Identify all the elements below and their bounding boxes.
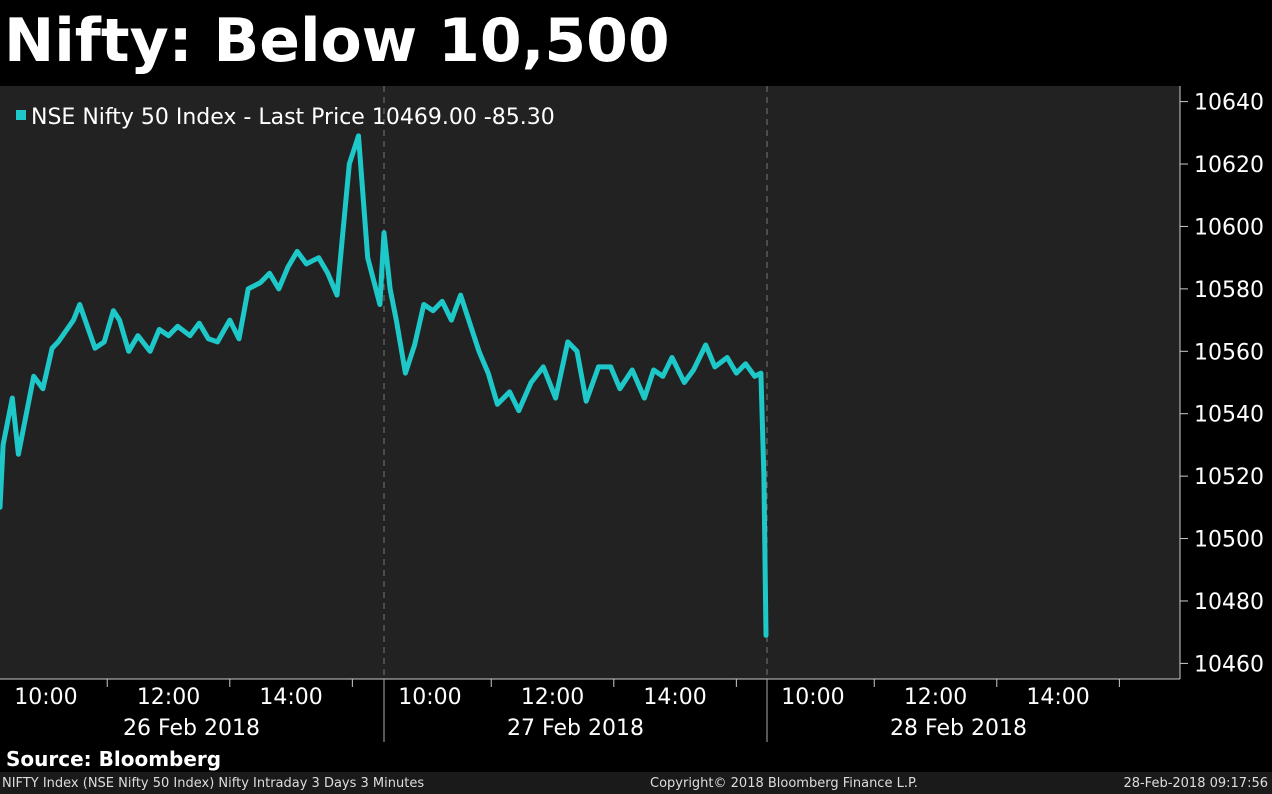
page-title: Nifty: Below 10,500 [4,6,670,76]
y-tick-label: 10540 [1194,403,1264,428]
y-tick-label: 10640 [1194,91,1264,116]
x-axis-ticks: 10:00 12:00 14:00 26 Feb 2018 10:00 12:00 14:0… [14,679,1120,741]
y-tick-label: 10560 [1194,340,1264,365]
x-tick-label: 14:00 [643,685,706,710]
y-tick-label: 10500 [1194,528,1264,553]
x-tick-label: 12:00 [521,685,584,710]
x-axis-area [0,679,1180,742]
y-tick-label: 10620 [1194,153,1264,178]
series-line [0,133,769,638]
footer-copyright: Copyright© 2018 Bloomberg Finance L.P. [650,776,918,791]
price-chart: 10460 10480 10500 10520 10540 10560 10580 10600… [0,86,1272,742]
x-tick-label: 14:00 [259,685,322,710]
legend-label: NSE Nifty 50 Index - Last Price 10469.00… [31,105,555,130]
footer-ticker: NIFTY Index (NSE Nifty 50 Index) Nifty I… [2,776,425,791]
x-tick-label: 10:00 [781,685,844,710]
x-day-label: 26 Feb 2018 [123,716,260,741]
y-axis-area [1180,86,1272,679]
y-tick-label: 10480 [1194,590,1264,615]
x-tick-label: 10:00 [398,685,461,710]
y-tick-label: 10520 [1194,465,1264,490]
y-tick-label: 10460 [1194,652,1264,677]
x-tick-label: 10:00 [14,685,77,710]
x-day-label: 27 Feb 2018 [507,716,644,741]
day-separators [383,86,768,742]
plot-area [0,86,1180,679]
y-tick-label: 10600 [1194,215,1264,240]
footer-bar: NIFTY Index (NSE Nifty 50 Index) Nifty I… [0,772,1272,794]
x-tick-label: 12:00 [137,685,200,710]
x-tick-label: 12:00 [904,685,967,710]
y-axis-ticks: 10460 10480 10500 10520 10540 10560 10580 10600… [1180,91,1264,677]
y-tick-label: 10580 [1194,278,1264,303]
source-note: Source: Bloomberg [6,747,222,771]
legend-swatch [16,110,26,120]
x-day-label: 28 Feb 2018 [890,716,1027,741]
x-tick-label: 14:00 [1026,685,1089,710]
footer-timestamp: 28-Feb-2018 09:17:56 [1123,776,1268,791]
